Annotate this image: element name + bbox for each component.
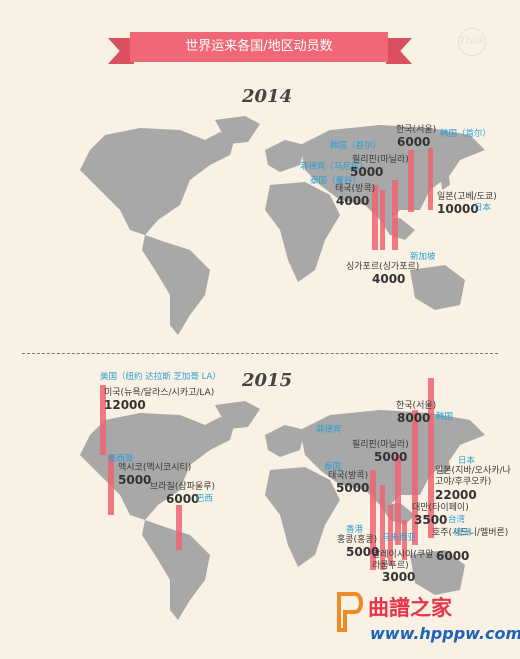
label-cn-2014-philippines: 菲律宾（马尼拉）	[300, 162, 369, 172]
watermark-url: www.hpppw.com	[370, 624, 520, 643]
value-2015-japan: 22000	[435, 488, 477, 502]
year-2014: 2014	[242, 86, 293, 107]
watermark-logo	[337, 592, 363, 632]
label-cn-2014-korea: 韩国（首尔）	[440, 129, 492, 139]
world-map-2015	[80, 401, 485, 620]
value-2015-mexico: 5000	[118, 473, 152, 487]
label-cn-2014-japan: 日本	[474, 203, 492, 213]
value-2014-singapore: 4000	[372, 272, 406, 286]
logo: Ttalk	[458, 28, 486, 56]
label-cn-2015-thailand: 泰国	[324, 462, 342, 472]
bar-2014-singapore	[380, 190, 385, 250]
label-ko-2015-australia: 호주(시드니/멜버른)	[432, 528, 509, 538]
label-cn-2015-taiwan: 台湾	[448, 515, 466, 525]
label-ko-2015-korea: 한국(서울)	[396, 401, 437, 411]
title-ribbon	[130, 32, 388, 62]
bar-2015-japan	[412, 410, 418, 545]
page-title: 世界运来各国/地区动员数	[185, 39, 333, 54]
value-2015-korea: 8000	[397, 411, 431, 425]
value-2015-hongkong: 5000	[346, 545, 380, 559]
label-cn-2015-korea: 韩国	[436, 412, 454, 422]
bar-2015-mexico	[108, 455, 114, 515]
label-ko-2014-singapore: 싱가포르(싱가포르)	[346, 262, 420, 272]
value-2014-japan: 10000	[437, 202, 479, 216]
value-2014-korea: 6000	[397, 135, 431, 149]
label-cn-2015-philippines-map: 菲律宾	[316, 425, 342, 435]
label-ko-2014-japan: 일본(고베/도쿄)	[437, 192, 497, 202]
label-ko-2015-hongkong: 홍콩(홍콩)	[337, 535, 378, 545]
bar-2015-philippines	[395, 455, 401, 545]
bar-2015-malaysia	[388, 505, 393, 565]
bar-2015-taiwan	[402, 520, 407, 560]
section-divider	[22, 353, 498, 354]
ribbon-tail-right	[386, 38, 412, 64]
world-map-2014	[80, 116, 485, 335]
label-ko-2014-philippines: 필리핀(마닐라)	[352, 155, 409, 165]
bar-2014-japan	[408, 150, 414, 212]
bar-2014-thailand	[372, 185, 378, 250]
label-ko-2015-brazil: 브라질(상파울루)	[150, 482, 215, 492]
bar-2014-philippines	[392, 180, 398, 250]
label-ko-2015-taiwan: 대만(타이페이)	[412, 503, 469, 513]
bar-2015-hongkong	[380, 485, 385, 570]
value-2015-malaysia: 3000	[382, 570, 416, 584]
bar-2015-korea	[428, 378, 434, 538]
value-2014-thailand: 4000	[336, 194, 370, 208]
bar-2015-usa	[100, 385, 106, 455]
value-2015-usa: 12000	[104, 398, 146, 412]
label-cn-2015-brazil: 巴西	[196, 494, 214, 504]
label-cn-2015-mexico: 墨西哥	[108, 454, 134, 464]
value-2015-taiwan: 3500	[414, 513, 448, 527]
label-ko-2015-philippines: 필리핀(마닐라)	[352, 440, 409, 450]
bar-2015-brazil	[176, 505, 182, 550]
label-ko-2015-japan: 일본(지바/오사카/나고야/후쿠오카)	[435, 466, 511, 487]
bar-2015-thailand	[370, 470, 376, 570]
label-ko-2015-usa: 미국(뉴욕/달라스/시카고/LA)	[104, 388, 215, 398]
value-2015-australia: 6000	[436, 549, 470, 563]
label-cn-2015-australia: 澳洲	[454, 528, 472, 538]
value-2015-thailand: 5000	[336, 481, 370, 495]
label-ko-2015-mexico: 멕시코(멕시코시티)	[118, 463, 192, 473]
label-cn-2014-thailand: 泰国（曼谷）	[310, 176, 362, 186]
value-2015-philippines: 5000	[374, 450, 408, 464]
label-cn-2015-japan: 日本	[458, 456, 476, 466]
label-cn-2015-malaysia: 马来西亚	[382, 533, 417, 543]
watermark-name: 曲譜之家	[368, 596, 452, 620]
value-2015-brazil: 6000	[166, 492, 200, 506]
label-cn-2015-hongkong: 香港	[346, 525, 364, 535]
label-cn-2015-usa: 美国（纽约 达拉斯 芝加哥 LA）	[100, 372, 221, 382]
value-2014-philippines: 5000	[350, 165, 384, 179]
label-ko-2015-thailand: 태국(방콕)	[328, 471, 369, 481]
year-2015: 2015	[242, 370, 293, 391]
label-cn-2014-korea-seoul: 韩国（首尔）	[330, 141, 382, 151]
label-cn-2014-singapore: 新加坡	[410, 252, 436, 262]
label-ko-2014-thailand: 태국(방콕)	[335, 184, 376, 194]
bar-2014-korea	[428, 148, 433, 210]
label-ko-2015-malaysia: 말레이시아(쿠알라룸푸르)	[372, 550, 434, 571]
label-ko-2014-korea: 한국(서울)	[396, 125, 437, 135]
